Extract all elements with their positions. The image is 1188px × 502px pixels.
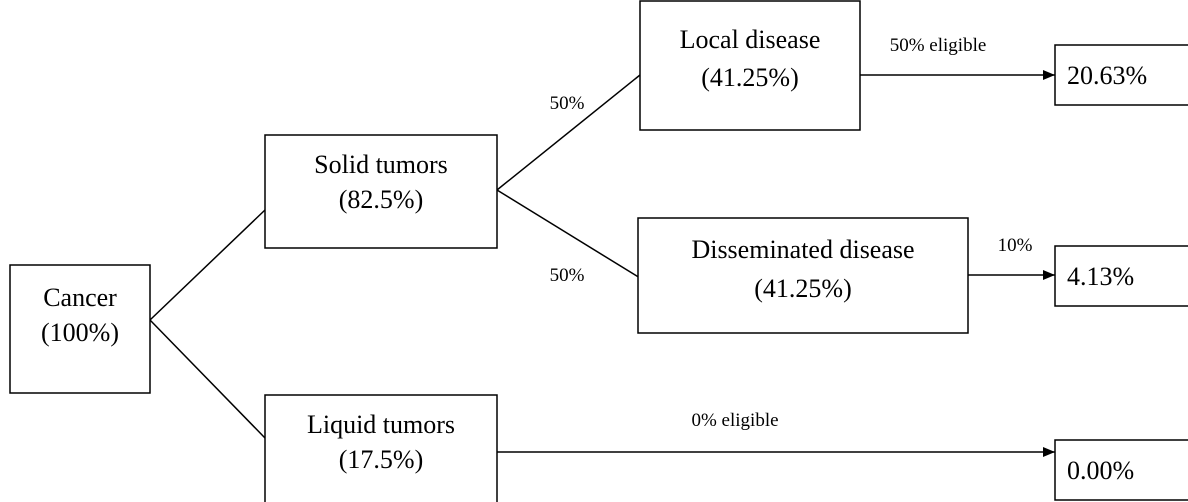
node-percent: (41.25%) — [754, 274, 851, 303]
node-label: Disseminated disease — [691, 235, 914, 264]
node-box — [9, 264, 151, 394]
node-box — [637, 217, 969, 334]
node-percent: (41.25%) — [701, 63, 798, 92]
node-percent: (100%) — [41, 318, 119, 347]
connector — [149, 319, 266, 439]
result: 4.13% — [1067, 262, 1134, 291]
result-box — [1054, 44, 1188, 106]
node-label: Liquid tumors — [307, 410, 455, 439]
connector — [496, 74, 641, 191]
connector — [149, 209, 266, 321]
node-box — [264, 394, 498, 502]
edge-label: 50% — [550, 93, 585, 114]
node-box — [264, 134, 498, 249]
result-box — [1054, 439, 1188, 501]
node-percent: (17.5%) — [339, 445, 423, 474]
node-label: Solid tumors — [314, 150, 448, 179]
edge-label: 10% — [998, 235, 1033, 256]
node-percent: (82.5%) — [339, 185, 423, 214]
edge-label: 50% — [550, 265, 585, 286]
edge-label: 50% eligible — [890, 35, 987, 56]
node-label: Local disease — [680, 25, 821, 54]
edge-label: 0% eligible — [691, 410, 778, 431]
result: 20.63% — [1067, 61, 1147, 90]
node-label: Cancer — [43, 283, 117, 312]
result: 0.00% — [1067, 456, 1134, 485]
result-box — [1054, 245, 1188, 307]
connector — [496, 189, 641, 279]
node-box — [639, 0, 861, 131]
